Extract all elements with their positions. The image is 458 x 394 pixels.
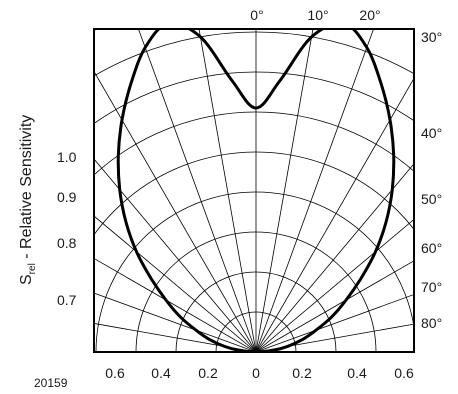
x-tick-label: 0.2 [198, 365, 218, 381]
radial-grid-circle [94, 151, 414, 236]
angle-tick-label: 30° [421, 29, 442, 45]
angle-grid-line [255, 29, 314, 352]
angle-tick-label: 60° [421, 240, 442, 256]
radial-grid-circle [175, 271, 337, 352]
angle-grid-line [255, 77, 414, 352]
angle-grid-line [94, 215, 257, 352]
angle-tick-label: 70° [421, 279, 442, 295]
radial-grid-circle [94, 111, 414, 176]
angle-grid-line [255, 260, 414, 352]
radial-grid-circle [94, 71, 414, 125]
angle-grid-line [138, 29, 257, 352]
y-axis-label-subscript: rel [27, 263, 38, 274]
x-tick-label: 0.4 [151, 365, 171, 381]
angle-tick-label: 10° [307, 7, 328, 23]
radial-grid-circle [95, 191, 414, 352]
y-axis-label: Srel - Relative Sensitivity [18, 115, 38, 285]
angle-tick-label: 20° [359, 7, 380, 23]
curve-layer [116, 29, 396, 352]
angle-grid-line [198, 29, 257, 352]
angle-grid-line [94, 258, 257, 352]
y-axis-label-symbol: S [18, 274, 35, 285]
x-tick-label: 0.4 [347, 365, 367, 381]
angle-grid-line [94, 323, 257, 352]
angle-grid-line [255, 218, 414, 352]
sensitivity-curve [116, 29, 396, 352]
radial-tick-label: 0.9 [57, 189, 77, 205]
polar-grid [94, 29, 414, 352]
angle-grid-line [255, 29, 374, 352]
y-axis-label-text: - Relative Sensitivity [18, 115, 35, 264]
radial-grid-circle [215, 311, 297, 352]
angle-tick-label: 40° [421, 125, 442, 141]
angle-grid-line [255, 294, 414, 352]
x-tick-label: 0.6 [394, 365, 414, 381]
angle-tick-label: 80° [421, 315, 442, 331]
radial-tick-label: 0.7 [57, 292, 77, 308]
x-tick-label: 0.6 [105, 365, 125, 381]
angle-grid-line [255, 323, 414, 352]
radial-tick-label: 0.8 [57, 235, 77, 251]
angle-grid-line [94, 158, 257, 352]
radial-grid-circle [135, 231, 377, 352]
angle-grid-line [94, 292, 257, 352]
angle-grid-line [255, 163, 414, 352]
x-tick-label: 0.2 [292, 365, 312, 381]
figure-number: 20159 [34, 376, 68, 390]
angle-tick-label: 0° [250, 7, 263, 23]
angle-grid-line [94, 70, 257, 352]
radial-tick-label: 1.0 [57, 149, 77, 165]
angle-tick-label: 50° [421, 191, 442, 207]
radial-grid-circle [94, 31, 414, 77]
x-tick-label: 0 [252, 365, 260, 381]
